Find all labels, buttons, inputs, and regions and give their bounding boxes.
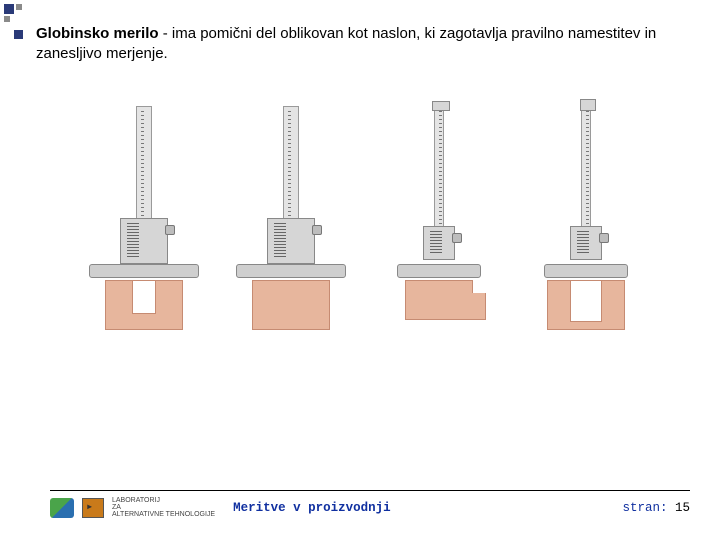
footer-title: Meritve v proizvodnji [233, 501, 391, 515]
logo-caption-line1: LABORATORIJ [112, 497, 215, 504]
gauge-variant-4 [521, 106, 651, 346]
body-lead-bold: Globinsko merilo [36, 25, 159, 42]
gauge-variant-2 [226, 106, 356, 346]
figure-depth-gauges [70, 96, 660, 346]
logo-caption-line3: ALTERNATIVNE TEHNOLOGIJE [112, 511, 215, 518]
bullet-icon [14, 30, 23, 39]
gauge-variant-3 [374, 106, 504, 346]
footer-page-number: 15 [675, 501, 690, 515]
logo-primary-icon [50, 498, 74, 518]
logo-caption-line2: ZA [112, 504, 215, 511]
logo-secondary-icon [82, 498, 104, 518]
footer-left-group: LABORATORIJ ZA ALTERNATIVNE TEHNOLOGIJE … [50, 497, 391, 518]
corner-decoration [4, 4, 28, 28]
footer-bar: LABORATORIJ ZA ALTERNATIVNE TEHNOLOGIJE … [50, 490, 690, 518]
body-paragraph: Globinsko merilo - ima pomični del oblik… [36, 24, 696, 65]
footer-page: stran: 15 [622, 501, 690, 515]
footer-page-label: stran: [622, 501, 667, 515]
gauge-variant-1 [79, 106, 209, 346]
logo-caption: LABORATORIJ ZA ALTERNATIVNE TEHNOLOGIJE [112, 497, 215, 518]
